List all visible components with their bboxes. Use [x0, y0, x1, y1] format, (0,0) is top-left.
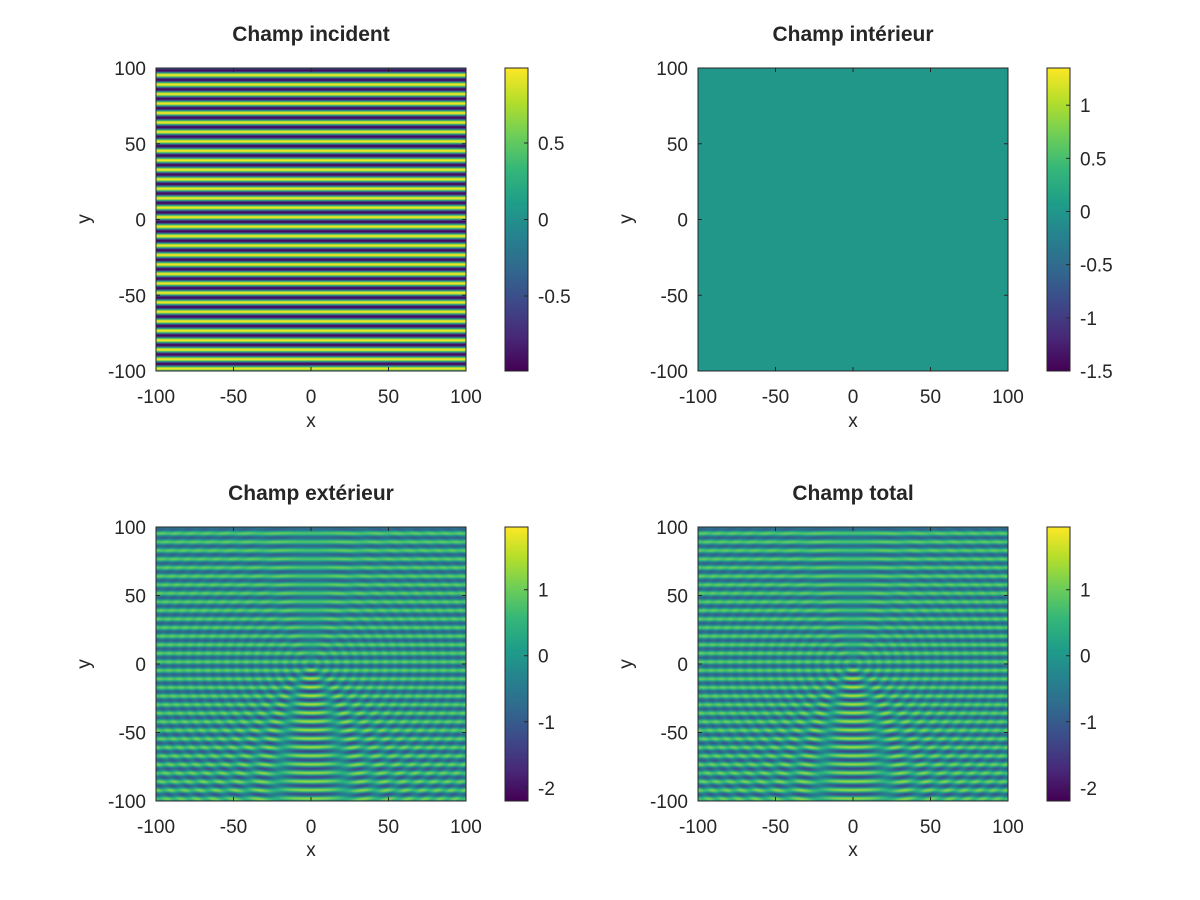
colorbar-tick-label: 1: [1080, 96, 1091, 117]
panel-title: Champ incident: [232, 23, 390, 46]
colorbar-tick-label: 0: [1080, 647, 1091, 668]
y-tick-label: -50: [661, 286, 688, 307]
panel-champ-incident: Champ incident -100 -50 0 50 100 -100 -50 0 50 1…: [74, 23, 571, 432]
colorbar-image: [505, 527, 528, 801]
colorbar-tick-label: -1: [1080, 713, 1097, 734]
x-tick-label: -50: [762, 817, 789, 838]
y-tick-label: 100: [114, 59, 146, 80]
panel-title: Champ extérieur: [228, 482, 394, 505]
panel-title: Champ intérieur: [772, 23, 933, 46]
colorbar-image: [505, 68, 528, 371]
colorbar-tick-label: 0: [538, 211, 549, 232]
y-ticks: -100 -50 0 50 100: [650, 59, 1008, 383]
colorbar-tick-label: 1: [1080, 581, 1091, 602]
y-tick-label: -100: [650, 792, 688, 813]
y-axis-label: y: [74, 659, 95, 669]
y-tick-label: 50: [125, 587, 146, 608]
x-tick-label: 100: [450, 387, 482, 408]
x-ticks: -100 -50 0 50 100: [679, 68, 1024, 408]
colorbar-tick-label: 0: [1080, 203, 1091, 224]
y-axis-label: y: [616, 214, 637, 224]
colorbar-tick-label: -1: [538, 713, 555, 734]
y-tick-label: 100: [656, 59, 688, 80]
colorbar-frame: [1046, 67, 1071, 372]
x-tick-label: -50: [220, 817, 247, 838]
x-tick-label: 0: [848, 817, 859, 838]
x-tick-label: -100: [137, 817, 175, 838]
y-tick-label: 0: [677, 211, 688, 232]
colorbar-ticks: -2 -1 0 1: [524, 581, 555, 800]
x-tick-label: 0: [848, 387, 859, 408]
panel-champ-exterieur: Champ extérieur -100 -50 0 50 100 -100 -50 0 50…: [74, 482, 555, 861]
y-tick-label: 100: [656, 518, 688, 539]
y-ticks: -100 -50 0 50 100: [650, 518, 1008, 813]
colorbar-tick-label: -1: [1080, 309, 1097, 330]
x-tick-label: 50: [378, 387, 399, 408]
x-tick-label: 50: [378, 817, 399, 838]
x-axis-label: x: [848, 411, 858, 432]
x-tick-label: 100: [992, 387, 1024, 408]
y-tick-label: 50: [667, 135, 688, 156]
colorbar-frame: [1046, 526, 1071, 802]
heatmap-image: [698, 527, 1008, 801]
colorbar-ticks: -1.5 -1 -0.5 0 0.5 1: [1066, 96, 1113, 383]
panel-champ-total: Champ total -100 -50 0 50 100 -100-50050100 …: [616, 482, 1097, 861]
y-tick-label: 50: [667, 587, 688, 608]
colorbar-tick-label: -2: [538, 779, 555, 800]
heatmap-image: [156, 527, 466, 801]
colorbar-tick-label: -0.5: [1080, 256, 1113, 277]
x-axis-label: x: [848, 840, 858, 861]
y-axis-label: y: [616, 659, 637, 669]
x-tick-label: 0: [306, 817, 317, 838]
heatmap-image: [698, 68, 1008, 371]
x-tick-label: 50: [920, 387, 941, 408]
x-ticks: -100 -50 0 50 100: [137, 68, 482, 408]
x-tick-label: 100: [992, 817, 1024, 838]
colorbar-tick-label: 0.5: [538, 134, 564, 155]
x-ticks: -100 -50 0 50 100: [679, 527, 1024, 838]
y-tick-label: 0: [135, 655, 146, 676]
y-tick-label: -100: [108, 792, 146, 813]
x-tick-label: 100: [450, 817, 482, 838]
panel-title: Champ total: [792, 482, 913, 505]
y-ticks: -100 -50 0 50 100: [108, 518, 466, 813]
colorbar-tick-label: -0.5: [538, 287, 571, 308]
y-tick-label: -100: [650, 362, 688, 383]
x-tick-label: -100: [679, 817, 717, 838]
y-tick-label: 50: [125, 135, 146, 156]
colorbar-tick-label: -2: [1080, 779, 1097, 800]
y-tick-label: 0: [135, 211, 146, 232]
x-tick-label: -50: [762, 387, 789, 408]
y-tick-label: 0: [677, 655, 688, 676]
x-ticks: -100 -50 0 50 100: [137, 527, 482, 838]
x-tick-label: 50: [920, 817, 941, 838]
x-axis-label: x: [306, 840, 316, 861]
colorbar-tick-label: -1.5: [1080, 362, 1113, 383]
colorbar-frame: [504, 526, 529, 802]
colorbar-tick-label: 1: [538, 581, 549, 602]
y-tick-label: -50: [661, 724, 688, 745]
colorbar-image: [1047, 68, 1070, 371]
panel-champ-interieur: Champ intérieur -100 -50 0 50 100 -100 -50 0 50…: [616, 23, 1113, 432]
y-ticks: -100 -50 0 50 100: [108, 59, 466, 383]
y-tick-label: -50: [119, 724, 146, 745]
x-tick-label: 0: [306, 387, 317, 408]
x-tick-label: -100: [137, 387, 175, 408]
x-tick-label: -50: [220, 387, 247, 408]
y-tick-label: -100: [108, 362, 146, 383]
x-axis-label: x: [306, 411, 316, 432]
y-tick-label: -50: [119, 286, 146, 307]
colorbar-ticks: -0.5 0 0.5: [524, 134, 571, 308]
colorbar-tick-label: 0.5: [1080, 149, 1106, 170]
colorbar-ticks: -2 -1 0 1: [1066, 581, 1097, 800]
y-tick-label: 100: [114, 518, 146, 539]
y-axis-label: y: [74, 214, 95, 224]
colorbar-tick-label: 0: [538, 647, 549, 668]
x-tick-label: -100: [679, 387, 717, 408]
heatmap-image: [156, 68, 466, 371]
colorbar-image: [1047, 527, 1070, 801]
